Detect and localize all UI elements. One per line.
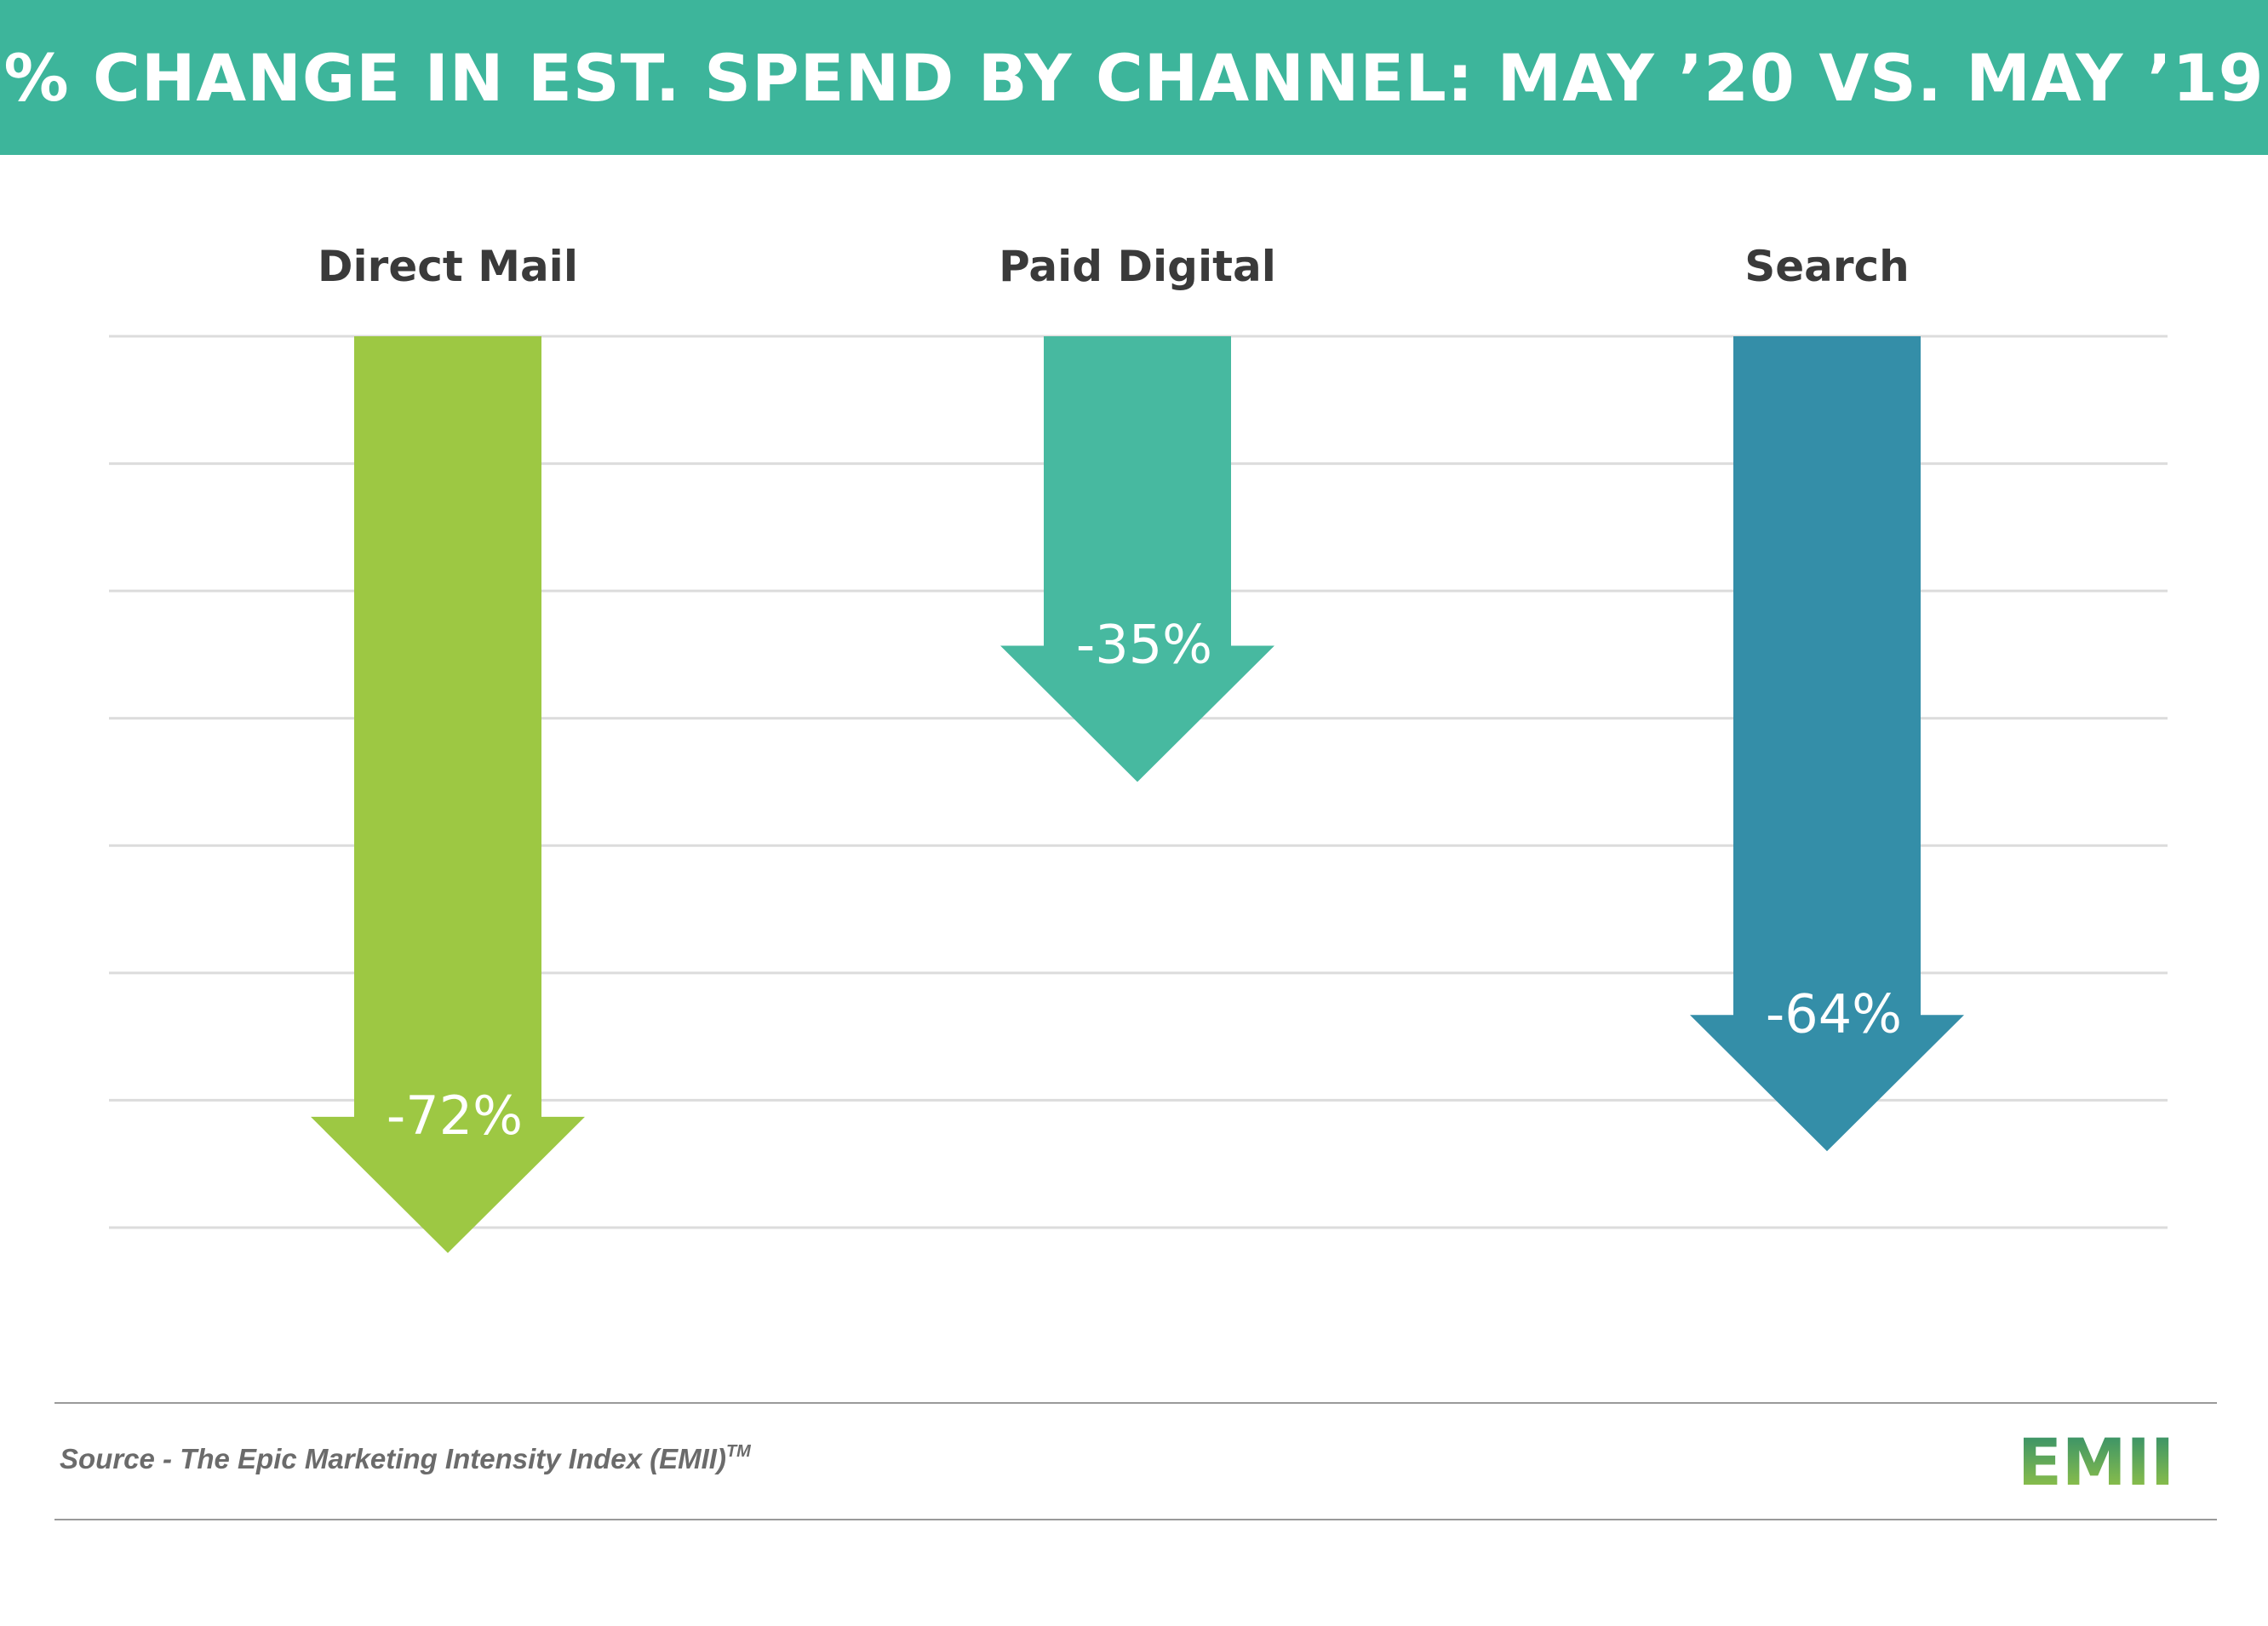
chart-title: % CHANGE IN EST. SPEND BY CHANNEL: MAY ’… (3, 39, 2265, 116)
category-labels: Direct Mail Paid Digital Search (318, 242, 1910, 291)
arrow-bar-direct-mail (311, 336, 585, 1253)
trademark-mark: TM (725, 1442, 751, 1461)
emii-logo: EMII (2018, 1424, 2174, 1497)
value-labels: -72% -35% -64% (387, 614, 1902, 1147)
category-label: Paid Digital (999, 242, 1276, 291)
value-label: -72% (387, 1085, 523, 1147)
arrow-bar-paid-digital (1000, 336, 1274, 782)
footer-divider-bottom (54, 1519, 2217, 1520)
chart-area: Direct Mail Paid Digital Search -72% -35% -6… (109, 242, 2168, 1253)
source-text: Source - The Epic Marketing Intensity In… (60, 1443, 726, 1474)
footer-divider-top (54, 1402, 2217, 1404)
source-note: Source - The Epic Marketing Intensity In… (60, 1442, 751, 1475)
arrow-bars (311, 336, 1964, 1253)
value-label: -35% (1076, 614, 1212, 676)
title-banner: % CHANGE IN EST. SPEND BY CHANNEL: MAY ’… (0, 0, 2268, 155)
category-label: Direct Mail (318, 242, 578, 291)
value-label: -64% (1766, 982, 1902, 1045)
logo-text: EMII (2018, 1424, 2174, 1497)
arrow-bar-search (1690, 336, 1964, 1152)
category-label: Search (1744, 242, 1910, 291)
